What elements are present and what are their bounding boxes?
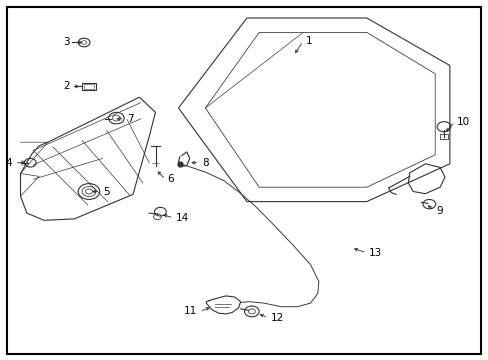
- Text: 6: 6: [167, 174, 174, 184]
- Bar: [82, 83, 96, 90]
- Text: 14: 14: [176, 213, 189, 223]
- Text: 4: 4: [5, 158, 12, 168]
- Text: 12: 12: [270, 312, 283, 323]
- Text: 9: 9: [436, 206, 443, 216]
- Text: 1: 1: [305, 36, 312, 46]
- Text: 2: 2: [63, 81, 70, 91]
- Bar: [84, 84, 94, 89]
- Text: 7: 7: [127, 114, 134, 124]
- Text: 10: 10: [456, 117, 469, 127]
- Text: 3: 3: [63, 37, 70, 48]
- Bar: [439, 134, 447, 139]
- Text: 13: 13: [368, 248, 382, 258]
- Text: 8: 8: [202, 158, 208, 168]
- Text: 5: 5: [102, 186, 109, 197]
- Text: 11: 11: [183, 306, 197, 316]
